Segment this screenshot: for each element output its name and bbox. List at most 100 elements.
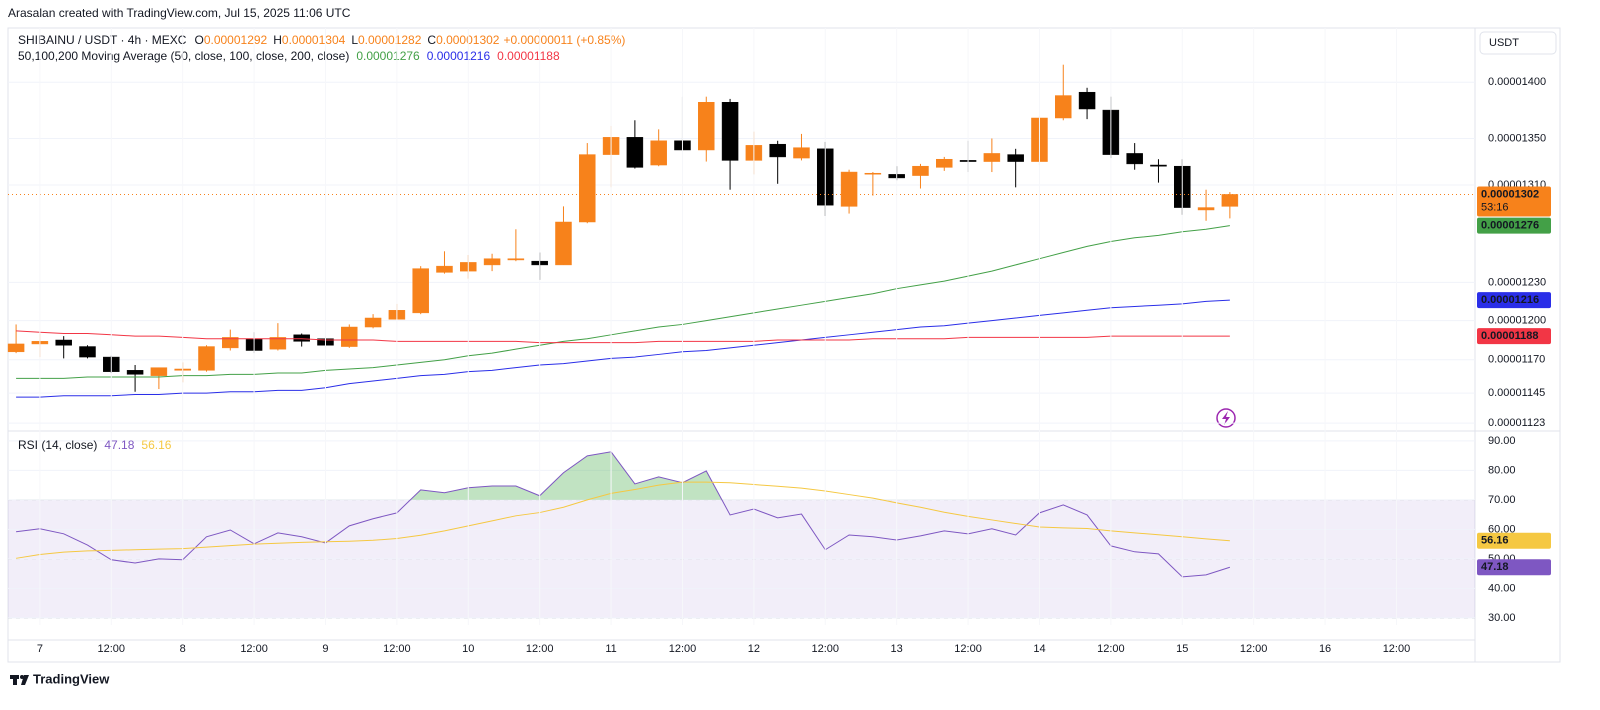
candle-body — [912, 165, 929, 176]
legend-row: RSI (14, close) 47.18 56.16 — [18, 438, 172, 452]
currency: USDT — [1489, 37, 1519, 49]
y-tick-label: 0.00001170 — [1488, 354, 1545, 366]
candle-body — [626, 137, 644, 168]
ma-badge: 0.00001188 — [1481, 330, 1539, 342]
x-tick-label: 12:00 — [669, 643, 697, 655]
rsi-value: 56.16 — [141, 438, 171, 452]
ohlc-value: 0.00001292 — [204, 33, 268, 47]
rsi-badge: 47.18 — [1481, 561, 1509, 573]
rsi-badge: 56.16 — [1481, 535, 1509, 547]
symbol: SHIBAINU / USDT · 4h · MEXC — [18, 33, 187, 47]
candle-body — [269, 337, 287, 350]
alert-icon[interactable] — [1216, 408, 1236, 428]
x-tick-label: 13 — [891, 643, 903, 655]
y-tick-label: 60.00 — [1488, 523, 1516, 535]
ma-value: 0.00001276 — [356, 49, 420, 63]
candle-body — [1055, 95, 1072, 119]
candle-body — [698, 102, 715, 151]
candle-body — [55, 339, 72, 346]
candle-body — [1078, 91, 1096, 110]
candle-body — [150, 367, 168, 376]
x-tick-label: 12:00 — [383, 643, 411, 655]
candle-body — [864, 172, 882, 175]
price-badge-countdown: 53:16 — [1481, 201, 1509, 213]
ma-value: 0.00001216 — [427, 49, 491, 63]
candle-body — [483, 258, 501, 266]
ma-value: 0.00001188 — [497, 49, 560, 63]
x-tick-label: 9 — [322, 643, 328, 655]
candle-body — [436, 265, 453, 273]
x-tick-label: 14 — [1033, 643, 1045, 655]
ohlc-letter: L — [351, 33, 358, 47]
x-tick-label: 12:00 — [1097, 643, 1125, 655]
candle-body — [412, 268, 429, 314]
candle-body — [507, 258, 525, 261]
x-tick-label: 12:00 — [1240, 643, 1268, 655]
candle-body — [555, 221, 572, 266]
header: Arasalan created with TradingView.com, J… — [8, 6, 351, 20]
candle-body — [936, 158, 953, 168]
rsi-badge-bg — [1477, 532, 1551, 549]
moving-average — [16, 299, 1230, 398]
ma-badge: 0.00001276 — [1481, 220, 1539, 232]
ohlc-letter: C — [427, 33, 436, 47]
x-tick-label: 12:00 — [526, 643, 554, 655]
candle-body — [79, 346, 96, 358]
candle-body — [341, 326, 358, 347]
candle-body — [1197, 207, 1215, 211]
candle-body — [793, 147, 810, 159]
ma-badge-bg — [1477, 328, 1551, 345]
price-badge: 0.00001302 — [1481, 188, 1539, 200]
candle-body — [650, 140, 667, 166]
y-tick-label: 0.00001123 — [1488, 417, 1545, 429]
y-tick-label: 0.00001230 — [1488, 276, 1546, 288]
x-tick-label: 8 — [180, 643, 186, 655]
candle-body — [126, 370, 144, 375]
moving-average — [16, 330, 1230, 344]
ma-badge-bg — [1477, 292, 1551, 309]
candle-body — [1150, 164, 1167, 167]
x-tick-label: 12 — [748, 643, 760, 655]
x-tick-label: 12:00 — [812, 643, 840, 655]
x-tick-label: 12:00 — [98, 643, 126, 655]
moving-average — [16, 225, 1230, 379]
ohlc-letter: H — [273, 33, 282, 47]
candle-body — [222, 337, 239, 349]
rsi-line — [16, 481, 1230, 559]
logo — [10, 675, 29, 685]
ma-badge-bg — [1477, 217, 1551, 234]
candle-body — [7, 343, 25, 353]
candle-body — [198, 346, 215, 371]
ohlc-value: 0.00001282 — [358, 33, 422, 47]
candle-body — [1007, 154, 1024, 162]
x-tick-label: 15 — [1176, 643, 1188, 655]
alert-bolt — [1222, 411, 1230, 425]
currency-box — [1479, 31, 1557, 55]
y-tick-label: 0.00001400 — [1488, 76, 1546, 88]
candle-body — [721, 102, 739, 161]
y-tick-label: 90.00 — [1488, 435, 1516, 447]
candle-body — [293, 334, 310, 342]
rsi-value: 47.18 — [104, 438, 134, 452]
x-tick-label: 12:00 — [954, 643, 982, 655]
rsi-title: RSI (14, close) — [18, 438, 97, 452]
y-tick-label: 0.00001200 — [1488, 314, 1546, 326]
ohlc-value: 0.00001304 — [282, 33, 346, 47]
candle-body — [364, 317, 382, 328]
ma-badge: 0.00001216 — [1481, 294, 1539, 306]
candle-body — [840, 171, 858, 207]
x-tick-label: 16 — [1319, 643, 1331, 655]
candle-body — [1221, 194, 1239, 207]
ma-title: 50,100,200 Moving Average (50, close, 10… — [18, 49, 349, 63]
y-tick-label: 80.00 — [1488, 464, 1516, 476]
rsi-badge-bg — [1477, 559, 1551, 576]
legend-row: SHIBAINU / USDT · 4h · MEXC O0.00001292 H0… — [18, 33, 625, 47]
change: +0.00000011 (+0.85%) — [503, 33, 625, 47]
price-badge-bg — [1477, 186, 1551, 217]
candle-body — [1126, 153, 1143, 165]
y-tick-label: 0.00001145 — [1488, 387, 1545, 399]
y-tick-label: 70.00 — [1488, 494, 1516, 506]
legend-row: 50,100,200 Moving Average (50, close, 10… — [18, 49, 560, 63]
ohlc-letter: O — [194, 33, 203, 47]
